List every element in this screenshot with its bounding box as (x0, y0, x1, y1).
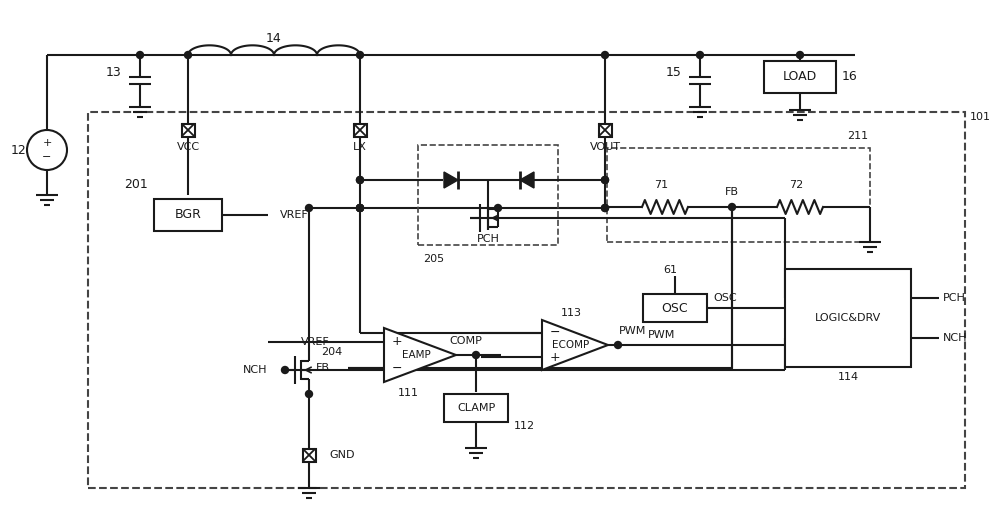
Text: 72: 72 (789, 180, 803, 190)
Circle shape (494, 205, 502, 211)
Text: 201: 201 (124, 178, 148, 191)
Bar (785, 269, 911, 367)
Circle shape (282, 367, 288, 373)
Text: 101: 101 (970, 112, 991, 122)
Polygon shape (384, 328, 456, 382)
Text: −: − (42, 152, 52, 162)
Circle shape (614, 341, 622, 349)
Bar (643, 294, 707, 322)
Text: 111: 111 (398, 388, 418, 398)
Text: PCH: PCH (943, 293, 966, 303)
Circle shape (796, 52, 804, 58)
Circle shape (356, 205, 364, 211)
Text: 71: 71 (654, 180, 668, 190)
Circle shape (356, 177, 364, 184)
Circle shape (602, 177, 608, 184)
Text: PWM: PWM (648, 330, 675, 340)
Text: VOUT: VOUT (590, 142, 620, 152)
Text: 113: 113 (560, 308, 582, 318)
Text: VCC: VCC (176, 142, 200, 152)
Text: VREF: VREF (280, 210, 309, 220)
Text: CLAMP: CLAMP (457, 403, 495, 413)
Text: 61: 61 (663, 265, 677, 275)
Polygon shape (542, 320, 608, 370)
Text: 211: 211 (847, 131, 868, 141)
Text: COMP: COMP (450, 336, 482, 346)
Circle shape (602, 205, 608, 211)
Text: 14: 14 (266, 33, 282, 46)
Bar (444, 394, 508, 422)
Circle shape (602, 177, 608, 184)
Text: 12: 12 (10, 144, 26, 157)
Text: PWM: PWM (619, 326, 647, 336)
Bar (418, 145, 558, 245)
Text: NCH: NCH (943, 333, 968, 343)
Bar (607, 148, 870, 242)
Text: 15: 15 (666, 66, 682, 79)
Circle shape (356, 177, 364, 184)
Polygon shape (520, 172, 534, 188)
Bar (354, 124, 366, 137)
Circle shape (728, 204, 736, 210)
Text: PCH: PCH (477, 234, 499, 244)
Text: EAMP: EAMP (402, 350, 430, 360)
Text: 112: 112 (514, 421, 535, 431)
Circle shape (602, 52, 608, 58)
Circle shape (602, 205, 608, 211)
Text: OSC: OSC (662, 301, 688, 315)
Text: LOGIC&DRV: LOGIC&DRV (815, 313, 881, 323)
Bar (88, 112, 965, 488)
Circle shape (356, 205, 364, 211)
Circle shape (306, 390, 312, 398)
Circle shape (356, 205, 364, 211)
Text: OSC: OSC (713, 293, 737, 303)
Polygon shape (444, 172, 458, 188)
Text: LOAD: LOAD (783, 70, 817, 84)
Text: LX: LX (353, 142, 367, 152)
Text: 16: 16 (842, 70, 858, 84)
Text: 204: 204 (321, 347, 342, 357)
Text: 205: 205 (423, 254, 444, 264)
Circle shape (473, 351, 480, 359)
Bar (302, 449, 316, 461)
Bar (764, 61, 836, 93)
Circle shape (136, 52, 144, 58)
Text: +: + (550, 351, 560, 364)
Text: VREF: VREF (301, 337, 330, 347)
Text: ECOMP: ECOMP (552, 340, 590, 350)
Text: +: + (392, 335, 402, 348)
Circle shape (356, 205, 364, 211)
Bar (182, 124, 194, 137)
Text: −: − (550, 326, 560, 339)
Text: NCH: NCH (242, 365, 267, 375)
Circle shape (306, 205, 312, 211)
Text: 13: 13 (105, 66, 121, 79)
Circle shape (184, 52, 192, 58)
Text: FB: FB (316, 363, 330, 373)
Bar (154, 199, 222, 231)
Text: +: + (42, 138, 52, 148)
Text: BGR: BGR (175, 208, 201, 221)
Circle shape (696, 52, 704, 58)
Text: GND: GND (329, 450, 354, 460)
Text: 114: 114 (837, 372, 859, 382)
Text: −: − (392, 362, 402, 375)
Bar (598, 124, 612, 137)
Text: FB: FB (725, 187, 739, 197)
Circle shape (356, 52, 364, 58)
